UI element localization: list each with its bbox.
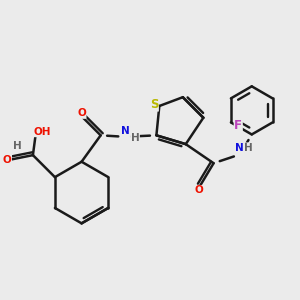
Text: N: N <box>235 143 244 153</box>
Text: H: H <box>130 133 140 143</box>
Text: S: S <box>150 98 158 111</box>
Text: H: H <box>13 141 22 151</box>
Text: N: N <box>121 126 130 136</box>
Text: O: O <box>3 154 11 164</box>
Text: O: O <box>77 108 86 118</box>
Text: O: O <box>195 185 203 196</box>
Text: OH: OH <box>34 127 51 137</box>
Text: F: F <box>234 119 242 132</box>
Text: H: H <box>244 143 253 153</box>
